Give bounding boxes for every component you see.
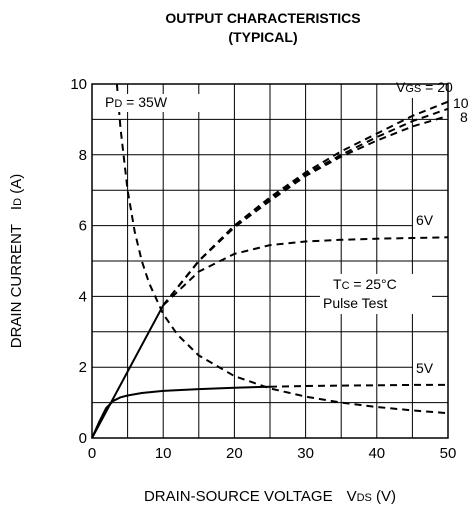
- y-axis-label: DRAIN CURRENTID (A): [8, 174, 25, 348]
- series-line: [269, 383, 448, 388]
- axis-ticks: 0 10 20 30 40 50 0 2 4 6 8 10: [70, 76, 456, 462]
- x-axis-label: DRAIN-SOURCE VOLTAGE VDS (V): [144, 488, 396, 505]
- y-tick-label: 0: [79, 430, 87, 447]
- chart-title-line-1: OUTPUT CHARACTERISTICS: [165, 10, 360, 26]
- annotation-vgs-bg: [393, 78, 448, 98]
- annotation-vgs: VGS = 20: [396, 79, 453, 95]
- annotation-tc-bg: [320, 274, 432, 314]
- annotation-pulse-test: Pulse Test: [323, 295, 387, 311]
- y-tick-label: 6: [79, 218, 87, 235]
- chart-title-line-2: (TYPICAL): [228, 29, 297, 45]
- series-line: [91, 304, 165, 439]
- series-line: [162, 114, 449, 306]
- y-tick-label: 8: [79, 147, 87, 164]
- x-tick-label: 50: [440, 445, 457, 462]
- series-line: [115, 83, 449, 415]
- annotation-vgs-8: 8: [460, 109, 468, 125]
- y-tick-label: 4: [79, 288, 87, 305]
- annotation-5v-bg: [413, 359, 448, 378]
- series-lines: [91, 83, 449, 439]
- x-tick-label: 40: [368, 445, 385, 462]
- annotation-vgs-6v: 6V: [416, 212, 434, 228]
- annotation-tc: TC = 25°C: [333, 276, 397, 292]
- x-tick-label: 30: [297, 445, 314, 462]
- series-line: [162, 236, 449, 307]
- x-tick-label: 0: [88, 445, 96, 462]
- y-tick-label: 10: [70, 76, 87, 93]
- annotation-pd-bg: [102, 94, 202, 112]
- annotation-vgs-5v: 5V: [416, 360, 434, 376]
- annotation-6v-bg: [413, 211, 448, 230]
- plot-frame: [91, 83, 449, 439]
- annotation-pd: PD = 35W: [105, 94, 168, 110]
- x-tick-label: 10: [155, 445, 172, 462]
- x-tick-label: 20: [226, 445, 243, 462]
- series-line: [91, 385, 271, 439]
- annotation-vgs-10: 10: [453, 95, 468, 111]
- y-tick-label: 2: [79, 359, 87, 376]
